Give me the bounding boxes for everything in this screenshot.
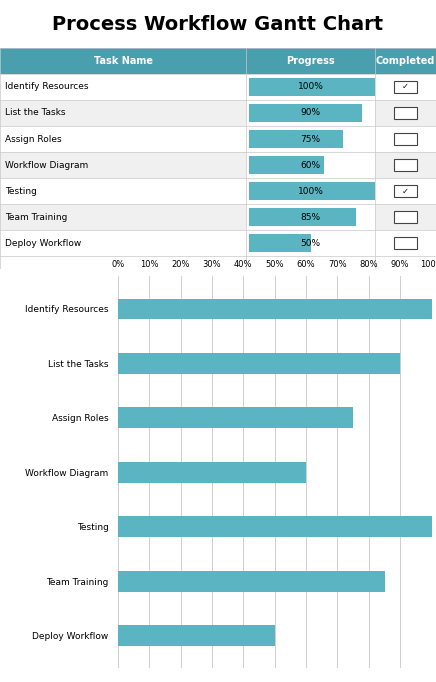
Bar	[0, 100, 246, 126]
Bar	[249, 104, 362, 122]
Bar	[118, 299, 432, 319]
Bar	[249, 130, 343, 148]
Bar	[118, 516, 432, 537]
Text: 50%: 50%	[300, 239, 321, 248]
Bar	[394, 237, 417, 249]
Bar	[246, 126, 375, 152]
Text: 85%: 85%	[300, 213, 321, 222]
Bar	[0, 152, 246, 178]
Bar	[394, 186, 417, 197]
Bar	[249, 78, 375, 96]
Bar	[394, 211, 417, 223]
Bar	[246, 231, 375, 256]
Text: 75%: 75%	[300, 134, 321, 143]
Bar	[249, 208, 356, 226]
Bar	[246, 204, 375, 231]
Text: ✓: ✓	[402, 187, 409, 196]
Bar	[246, 74, 375, 100]
Bar	[394, 107, 417, 119]
Text: 60%: 60%	[300, 160, 321, 170]
Bar	[118, 462, 306, 483]
Bar	[0, 126, 246, 152]
Text: Assign Roles: Assign Roles	[5, 134, 62, 143]
Bar	[246, 152, 375, 178]
Text: Workflow Diagram: Workflow Diagram	[5, 160, 89, 170]
Bar	[375, 126, 436, 152]
Bar	[0, 74, 246, 100]
Text: ✓: ✓	[402, 83, 409, 91]
Text: Progress: Progress	[286, 56, 335, 65]
Text: Testing: Testing	[5, 187, 37, 196]
Bar	[246, 48, 375, 74]
Bar	[375, 178, 436, 204]
Text: 100%: 100%	[298, 83, 324, 91]
Text: Team Training: Team Training	[5, 213, 68, 222]
Bar	[394, 159, 417, 171]
Text: Process Workflow Gantt Chart: Process Workflow Gantt Chart	[52, 15, 384, 34]
Bar	[375, 231, 436, 256]
Text: 90%: 90%	[300, 108, 321, 117]
Text: Deploy Workflow: Deploy Workflow	[5, 239, 82, 248]
Bar	[118, 625, 275, 646]
Bar	[0, 204, 246, 231]
Bar	[375, 48, 436, 74]
Bar	[375, 204, 436, 231]
Bar	[249, 234, 310, 252]
Bar	[249, 182, 375, 201]
Bar	[375, 100, 436, 126]
Bar	[118, 353, 400, 374]
Bar	[249, 156, 324, 174]
Bar	[394, 133, 417, 145]
Bar	[394, 81, 417, 93]
Bar	[0, 231, 246, 256]
Bar	[0, 48, 246, 74]
Text: Completed: Completed	[376, 56, 435, 65]
Bar	[246, 178, 375, 204]
Bar	[375, 152, 436, 178]
Text: Identify Resources: Identify Resources	[5, 83, 89, 91]
Bar	[375, 74, 436, 100]
Bar	[0, 178, 246, 204]
Bar	[118, 407, 353, 428]
Text: List the Tasks: List the Tasks	[5, 108, 66, 117]
Text: Task Name: Task Name	[94, 56, 153, 65]
Bar	[118, 571, 385, 591]
Text: 100%: 100%	[298, 187, 324, 196]
Bar	[246, 100, 375, 126]
